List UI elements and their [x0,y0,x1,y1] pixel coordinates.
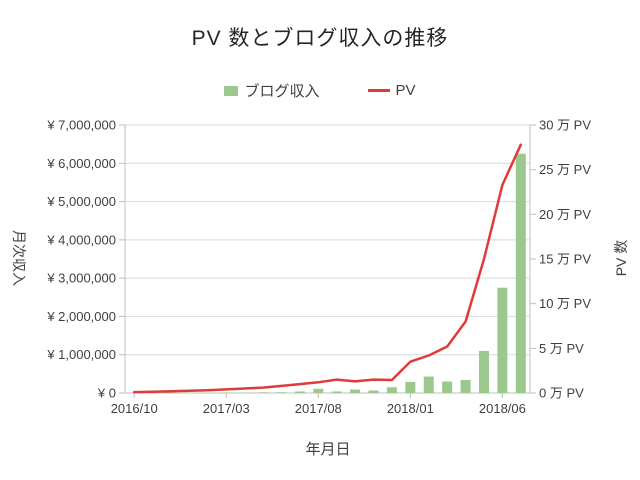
revenue-bar [368,390,379,393]
revenue-bar [276,392,287,393]
left-axis-title: 月次収入 [11,230,27,286]
x-axis-title: 年月日 [305,441,351,458]
left-tick-label: ¥ 2,000,000 [46,309,116,324]
legend-revenue-label: ブログ収入 [244,83,320,100]
revenue-bar [221,392,232,393]
right-tick-label: 10 万 PV [539,296,591,311]
right-tick-label: 30 万 PV [539,118,591,133]
legend-pv-label: PV [395,82,416,99]
revenue-bar [497,287,508,393]
right-tick-label: 15 万 PV [539,252,591,267]
right-tick-label: 0 万 PV [539,386,584,401]
revenue-bar [386,387,397,393]
x-tick-label: 2017/08 [295,401,342,416]
left-tick-label: ¥ 1,000,000 [46,347,116,362]
revenue-bar [350,389,361,393]
revenue-bar [258,392,269,393]
revenue-bar [515,153,526,393]
legend-item-revenue: ブログ収入 [224,80,320,101]
right-tick-label: 5 万 PV [539,341,584,356]
x-tick-label: 2018/01 [387,401,434,416]
revenue-swatch-icon [224,85,239,96]
right-tick-label: 20 万 PV [539,207,591,222]
left-tick-label: ¥ 4,000,000 [46,232,116,247]
revenue-bar [184,392,195,393]
right-tick-label: 25 万 PV [539,162,591,177]
chart-title: PV 数とブログ収入の推移 [191,27,449,50]
pv-line [132,143,523,394]
left-tick-label: ¥ 5,000,000 [46,194,116,209]
revenue-bar [202,392,213,393]
left-tick-label: ¥ 0 [97,386,116,401]
revenue-bar [423,376,434,393]
x-tick-label: 2018/06 [479,401,526,416]
revenue-bar [313,388,324,393]
x-tick-label: 2016/10 [111,401,158,416]
x-tick-label: 2017/03 [203,401,250,416]
left-tick-label: ¥ 6,000,000 [46,156,116,171]
left-tick-label: ¥ 7,000,000 [46,118,116,133]
right-axis-title: PV 数 [613,239,629,277]
legend-item-pv: PV [367,82,416,99]
left-tick-label: ¥ 3,000,000 [46,271,116,286]
pv-line-icon [367,89,390,92]
revenue-bar [166,392,177,393]
revenue-bar [239,392,250,393]
legend: ブログ収入 PV [0,80,640,101]
revenue-bar [331,391,342,393]
revenue-bar [460,379,471,393]
revenue-bar [478,350,489,393]
revenue-bar [405,381,416,393]
revenue-bar [442,381,453,393]
revenue-bar [294,391,305,393]
